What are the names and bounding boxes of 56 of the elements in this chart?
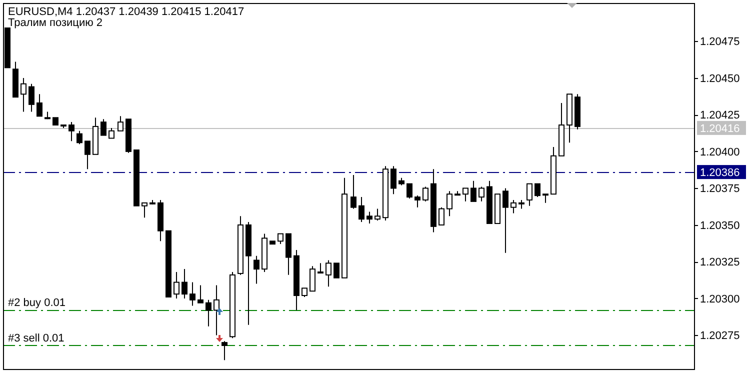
candlestick (198, 284, 204, 304)
candlestick (446, 190, 452, 217)
candlestick (366, 211, 372, 224)
y-tick-label: 1.20425 (700, 110, 740, 122)
candlestick (190, 282, 196, 306)
candlestick (470, 180, 476, 202)
candlestick (142, 202, 148, 218)
chart-title: EURUSD,M4 1.20437 1.20439 1.20415 1.20417 (8, 6, 244, 18)
candlestick (350, 174, 356, 210)
candlestick (510, 199, 516, 214)
candlestick (374, 208, 380, 222)
candlestick (118, 116, 124, 132)
y-tick-label: 1.20450 (700, 72, 740, 85)
candlestick (534, 183, 540, 198)
candlestick (214, 284, 220, 336)
candlestick (254, 255, 260, 284)
y-tick-label: 1.20300 (700, 293, 740, 306)
candlestick (84, 140, 90, 170)
candlestick (222, 340, 228, 361)
candlestick (278, 233, 284, 245)
candlestick (406, 183, 412, 199)
candlestick (526, 183, 532, 206)
y-tick-label: 1.20375 (700, 183, 740, 196)
candlestick (462, 188, 468, 202)
candlestick (182, 268, 188, 299)
y-tick-label: 1.20350 (700, 220, 740, 232)
candlestick (358, 196, 364, 223)
ref-line-label: #3 sell 0.01 (8, 332, 64, 344)
y-tick-label: 1.20275 (700, 330, 740, 342)
ref-line-label: 1.20416 (700, 122, 740, 135)
y-tick-label: 1.20400 (700, 146, 740, 158)
candlestick (334, 262, 340, 278)
text: Тралим позицию 2 (8, 17, 103, 29)
candlestick (100, 118, 106, 136)
candlestick (76, 130, 82, 145)
y-tick-label: 1.20325 (700, 256, 740, 269)
candlestick (206, 299, 212, 327)
candlestick (174, 271, 180, 299)
ref-line-label: #2 buy 0.01 (8, 297, 66, 310)
candlestick (422, 186, 428, 202)
ref-line-label: 1.20386 (700, 166, 740, 179)
candlestick (326, 260, 332, 288)
candlestick (390, 166, 396, 195)
candlestick (286, 233, 292, 276)
candlestick (414, 195, 420, 208)
candlestick (318, 262, 324, 274)
candlestick (28, 83, 34, 112)
candlestick (20, 77, 26, 112)
candlestick (310, 266, 316, 292)
candlestick (502, 188, 508, 254)
candlestick (438, 206, 444, 226)
candlestick (36, 94, 42, 117)
candlestick (478, 186, 484, 202)
candlestick (108, 127, 114, 139)
candlestick (68, 122, 74, 142)
y-tick-label: 1.20475 (700, 36, 740, 48)
